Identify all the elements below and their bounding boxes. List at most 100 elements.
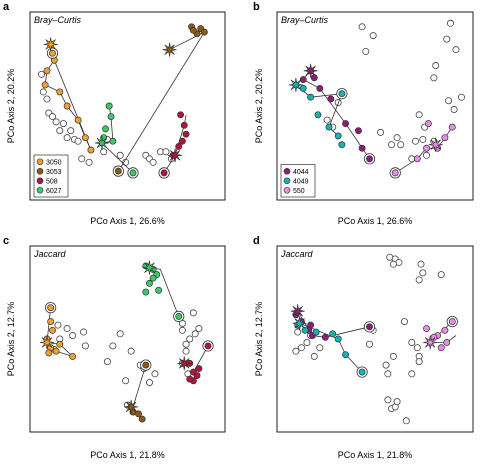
data-point <box>105 102 113 110</box>
data-point <box>299 84 307 92</box>
legend-swatch <box>36 186 44 194</box>
star-point <box>162 42 177 57</box>
background-point <box>413 344 421 352</box>
panel-label: d <box>253 235 260 247</box>
background-point <box>389 352 397 360</box>
data-point <box>441 326 449 334</box>
data-point <box>448 123 456 131</box>
star-point <box>290 304 305 319</box>
background-point <box>393 398 401 406</box>
background-point <box>67 127 75 135</box>
ringed-point <box>358 368 366 376</box>
data-point <box>47 318 55 326</box>
star-point <box>142 260 157 275</box>
ringed-point <box>142 361 150 369</box>
background-point <box>446 19 454 27</box>
legend-swatch <box>283 167 291 175</box>
x-axis-label: PCo Axis 1, 26.6% <box>338 216 413 226</box>
y-axis-label: PCo Axis 2, 20.2% <box>254 69 264 144</box>
plot-frame <box>276 11 474 201</box>
legend-label: 508 <box>46 178 58 185</box>
data-point <box>56 340 64 348</box>
background-point <box>402 417 410 425</box>
background-point <box>384 396 392 404</box>
background-point <box>37 70 45 78</box>
background-point <box>445 97 453 105</box>
background-point <box>43 95 51 103</box>
ringed-point <box>114 167 122 175</box>
data-point <box>63 102 71 110</box>
data-point <box>299 76 307 84</box>
background-point <box>450 106 458 114</box>
background-point <box>69 332 77 340</box>
background-point <box>358 23 366 31</box>
background-point <box>145 378 153 386</box>
x-axis-label: PCo Axis 1, 21.8% <box>338 450 413 460</box>
panel-label: b <box>253 1 260 13</box>
chart-title: Bray–Curtis <box>34 15 82 25</box>
background-point <box>59 120 67 128</box>
background-point <box>116 330 124 338</box>
background-point <box>408 338 416 346</box>
background-point <box>127 347 135 355</box>
data-point <box>107 113 115 121</box>
background-point <box>443 35 451 43</box>
data-point <box>342 351 350 359</box>
ringed-point <box>175 312 183 320</box>
data-point <box>437 344 445 352</box>
data-point <box>334 335 342 343</box>
legend-swatch <box>36 158 44 166</box>
x-axis-label: PCo Axis 1, 26.6% <box>90 216 165 226</box>
panel-a: a Bray–Curtis PCo Axis 1, 26.6% PCo Axis 2,… <box>3 1 226 226</box>
background-point <box>78 155 86 163</box>
data-point <box>334 132 342 140</box>
background-point <box>116 151 124 159</box>
background-point <box>310 352 318 360</box>
star-point <box>288 77 303 92</box>
background-point <box>39 88 47 96</box>
data-point <box>312 328 320 336</box>
data-point <box>56 88 64 96</box>
background-point <box>303 338 311 346</box>
data-point <box>180 121 188 129</box>
background-point <box>397 141 405 149</box>
background-point <box>182 347 190 355</box>
ringed-point <box>160 169 168 177</box>
background-point <box>408 370 416 378</box>
data-point <box>45 349 53 357</box>
chart-title: Bray–Curtis <box>281 15 329 25</box>
legend-swatch <box>36 177 44 185</box>
background-point <box>452 46 460 54</box>
background-point <box>63 134 71 142</box>
legend-swatch <box>283 177 291 185</box>
data-point <box>354 127 362 135</box>
background-point <box>415 276 423 284</box>
plot-frame <box>276 245 474 433</box>
background-point <box>389 260 397 268</box>
ringed-point <box>47 304 55 312</box>
background-point <box>52 118 60 126</box>
data-point <box>177 111 185 119</box>
background-point <box>294 328 302 336</box>
data-point <box>358 144 366 152</box>
y-axis-label: PCo Axis 2, 12.7% <box>6 302 16 377</box>
y-axis-label: PCo Axis 2, 20.2% <box>6 69 16 144</box>
chart-title: Jaccard <box>33 249 67 259</box>
ringed-point <box>49 49 56 57</box>
data-point <box>74 116 82 124</box>
data-point <box>413 155 421 163</box>
background-point <box>457 93 465 101</box>
data-point <box>441 134 449 142</box>
data-point <box>338 141 346 149</box>
background-point <box>109 342 117 350</box>
background-point <box>323 116 331 124</box>
background-point <box>393 134 401 142</box>
data-point <box>423 325 430 333</box>
ringed-point <box>338 90 346 98</box>
background-point <box>151 370 159 378</box>
background-point <box>400 318 408 326</box>
data-point <box>325 123 333 131</box>
data-point <box>342 120 350 128</box>
ringed-point <box>204 342 212 350</box>
background-point <box>388 141 396 149</box>
